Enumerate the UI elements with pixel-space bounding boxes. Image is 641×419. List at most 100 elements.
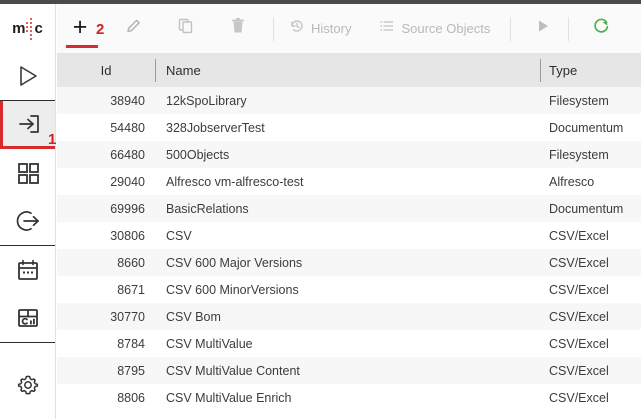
table-row[interactable]: 8795 CSV MultiValue Content CSV/Excel: [57, 357, 641, 384]
table-row[interactable]: 8660 CSV 600 Major Versions CSV/Excel: [57, 249, 641, 276]
table-row[interactable]: 66480 500Objects Filesystem: [57, 141, 641, 168]
cell-name: CSV MultiValue: [166, 336, 253, 351]
main-panel: +: [57, 4, 641, 419]
toolbar-refresh-button[interactable]: [586, 12, 616, 46]
gear-icon: [15, 372, 41, 398]
toolbar: +: [57, 4, 641, 54]
toolbar-history-button[interactable]: History: [283, 12, 357, 46]
cell-type: Alfresco: [549, 174, 595, 189]
sidebar-item-dashboard[interactable]: [0, 294, 55, 342]
table-row[interactable]: 30770 CSV Bom CSV/Excel: [57, 303, 641, 330]
clock-rewind-icon: [289, 18, 305, 39]
annotation-underline-add: [66, 45, 98, 48]
cell-id: 8795: [117, 363, 145, 378]
plus-icon: +: [72, 12, 88, 41]
cell-type: CSV/Excel: [549, 282, 609, 297]
cell-id: 69996: [110, 201, 145, 216]
calendar-icon: [15, 257, 41, 283]
pencil-icon: [125, 17, 143, 40]
sidebar-item-run[interactable]: [0, 52, 55, 100]
cell-name: CSV MultiValue Enrich: [166, 390, 292, 405]
cell-type: CSV/Excel: [549, 255, 609, 270]
sidebar-divider-2: [0, 245, 55, 246]
cell-type: Documentum: [549, 201, 624, 216]
refresh-icon: [591, 16, 611, 41]
cell-name: CSV MultiValue Content: [166, 363, 300, 378]
cell-id: 8806: [117, 390, 145, 405]
cell-id: 38940: [110, 93, 145, 108]
cell-name: Alfresco vm-alfresco-test: [166, 174, 304, 189]
play-triangle-icon: [15, 63, 41, 89]
sidebar-item-settings[interactable]: [0, 361, 55, 409]
table-header-row: Id Name Type: [57, 54, 641, 87]
list-icon: [379, 18, 395, 39]
table-row[interactable]: 8806 CSV MultiValue Enrich CSV/Excel: [57, 384, 641, 411]
cell-name: CSV: [166, 228, 192, 243]
cell-id: 54480: [110, 120, 145, 135]
sidebar-divider-3: [0, 342, 55, 343]
cell-type: Filesystem: [549, 93, 609, 108]
toolbar-history-label: History: [311, 21, 352, 36]
table-body: 38940 12kSpoLibrary Filesystem 54480 328Jobs…: [57, 87, 641, 411]
table-row[interactable]: 54480 328JobserverTest Documentum: [57, 114, 641, 141]
table-row[interactable]: 29040 Alfresco vm-alfresco-test Alfresco: [57, 168, 641, 195]
copy-icon: [177, 17, 195, 40]
table-row[interactable]: 38940 12kSpoLibrary Filesystem: [57, 87, 641, 114]
toolbar-delete-button[interactable]: [223, 12, 253, 46]
cell-name: 12kSpoLibrary: [166, 93, 247, 108]
cell-id: 29040: [110, 174, 145, 189]
cell-name: CSV 600 Major Versions: [166, 255, 303, 270]
table-row[interactable]: 8784 CSV MultiValue CSV/Excel: [57, 330, 641, 357]
cell-id: 30806: [110, 228, 145, 243]
table-row[interactable]: 69996 BasicRelations Documentum: [57, 195, 641, 222]
toolbar-edit-button[interactable]: [119, 12, 149, 46]
column-header-id[interactable]: Id: [100, 63, 112, 78]
toolbar-source-objects-button[interactable]: Source Objects: [373, 12, 496, 46]
cell-id: 8784: [117, 336, 145, 351]
table-row[interactable]: 8671 CSV 600 MinorVersions CSV/Excel: [57, 276, 641, 303]
play-icon: [534, 17, 552, 40]
toolbar-add-button[interactable]: +: [65, 12, 95, 46]
logo-text-left: m: [12, 19, 26, 37]
toolbar-divider-1: [273, 16, 274, 41]
export-circle-arrow-icon: [14, 207, 42, 235]
cell-type: CSV/Excel: [549, 363, 609, 378]
data-grid[interactable]: Id Name Type 38940 12kSpoLibrary Filesyste…: [57, 54, 641, 419]
cell-id: 30770: [110, 309, 145, 324]
cell-name: BasicRelations: [166, 201, 249, 216]
cell-name: CSV 600 MinorVersions: [166, 282, 299, 297]
cell-id: 8660: [117, 255, 145, 270]
cell-type: Documentum: [549, 120, 624, 135]
cell-type: CSV/Excel: [549, 336, 609, 351]
sidebar-item-export[interactable]: [0, 197, 55, 245]
dashboard-panels-icon: [15, 305, 41, 331]
window-top-strip: [0, 0, 641, 4]
column-header-name[interactable]: Name: [155, 54, 540, 87]
cell-name: 500Objects: [166, 147, 230, 162]
toolbar-divider-2: [510, 16, 512, 41]
cell-type: CSV/Excel: [549, 309, 609, 324]
toolbar-divider-3: [568, 16, 570, 41]
sidebar-item-grid[interactable]: [0, 149, 55, 197]
logo-text-right: c: [34, 19, 43, 37]
cell-type: CSV/Excel: [549, 390, 609, 405]
logo-dots-icon: [25, 14, 34, 40]
sidebar-item-import[interactable]: [0, 101, 55, 149]
table-row[interactable]: 30806 CSV CSV/Excel: [57, 222, 641, 249]
cell-id: 8671: [117, 282, 145, 297]
cell-name: 328JobserverTest: [166, 120, 265, 135]
column-header-type[interactable]: Type: [540, 54, 641, 87]
cell-name: CSV Bom: [166, 309, 221, 324]
toolbar-run-button[interactable]: [528, 12, 558, 46]
grid-squares-icon: [15, 160, 41, 186]
cell-id: 66480: [110, 147, 145, 162]
trash-icon: [229, 17, 247, 40]
cell-type: Filesystem: [549, 147, 609, 162]
import-arrow-into-box-icon: [16, 111, 42, 137]
sidebar-item-schedule[interactable]: [0, 246, 55, 294]
toolbar-copy-button[interactable]: [171, 12, 201, 46]
